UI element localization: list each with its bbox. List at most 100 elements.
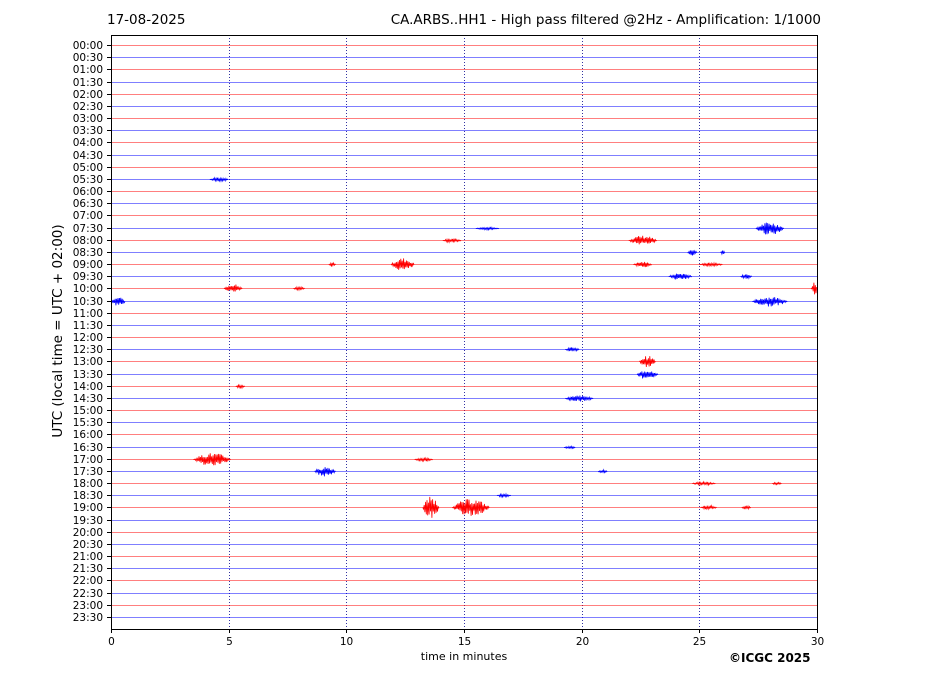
seismic-event-waveform (628, 235, 657, 245)
y-tick-label: 23:30 (73, 612, 103, 624)
y-tick-label: 06:00 (73, 186, 103, 198)
y-tick-label: 21:00 (73, 551, 103, 563)
x-tick-label: 15 (458, 636, 471, 648)
x-axis-ticks: 0 5 10 15 20 25 30 (108, 629, 824, 648)
y-tick-label: 23:00 (73, 600, 103, 612)
y-tick-label: 09:00 (73, 259, 103, 271)
seismic-event-waveform (636, 371, 659, 379)
y-tick-label: 18:00 (73, 478, 103, 490)
trace-rows (111, 45, 817, 618)
y-tick-label: 16:00 (73, 429, 103, 441)
y-tick-label: 04:00 (73, 137, 103, 149)
seismic-event-waveform (293, 285, 305, 292)
seismic-event-waveform (496, 492, 512, 499)
copyright-notice: ©ICGC 2025 (729, 651, 811, 665)
y-tick-label: 02:30 (73, 101, 103, 113)
y-tick-label: 18:30 (73, 490, 103, 502)
seismic-event-waveform (810, 282, 818, 295)
seismic-event-waveform (752, 297, 788, 307)
y-tick-label: 07:00 (73, 210, 103, 222)
x-tick-label: 30 (811, 636, 824, 648)
seismic-event-waveform (475, 226, 500, 232)
y-tick-label: 05:30 (73, 174, 103, 186)
y-tick-label: 06:30 (73, 198, 103, 210)
seismic-event-waveform (422, 496, 440, 518)
y-tick-label: 14:30 (73, 393, 103, 405)
seismic-event-waveform (390, 258, 415, 270)
y-tick-label: 03:30 (73, 125, 103, 137)
seismic-event-waveform (328, 261, 336, 268)
seismic-event-waveform (442, 237, 462, 244)
y-tick-label: 12:00 (73, 332, 103, 344)
seismic-event-waveform (209, 176, 229, 183)
seismic-event-waveform (741, 504, 751, 511)
y-tick-label: 04:30 (73, 150, 103, 162)
x-tick-label: 0 (108, 636, 115, 648)
y-tick-label: 10:00 (73, 283, 103, 295)
y-tick-label: 22:30 (73, 588, 103, 600)
y-tick-label: 01:30 (73, 77, 103, 89)
seismic-event-waveform (755, 222, 785, 235)
x-axis-label: time in minutes (420, 650, 508, 663)
y-tick-label: 11:00 (73, 308, 103, 320)
seismic-event-waveform (687, 249, 698, 256)
y-tick-label: 00:00 (73, 40, 103, 52)
y-tick-label: 10:30 (73, 296, 103, 308)
y-tick-label: 09:30 (73, 271, 103, 283)
seismic-event-waveform (720, 250, 726, 256)
x-tick-label: 20 (576, 636, 589, 648)
seismic-event-waveform (692, 480, 716, 487)
y-tick-label: 16:30 (73, 442, 103, 454)
y-tick-label: 11:30 (73, 320, 103, 332)
seismic-event-waveform (633, 261, 652, 268)
y-tick-label: 08:30 (73, 247, 103, 259)
seismic-event-waveform (414, 456, 433, 463)
seismic-event-waveform (110, 297, 126, 306)
seismic-event-waveform (314, 467, 336, 477)
chart-title: CA.ARBS..HH1 - High pass filtered @2Hz -… (390, 12, 821, 28)
y-tick-label: 13:00 (73, 356, 103, 368)
y-axis-ticks: 00:0000:3001:0001:3002:0002:3003:0003:30… (73, 40, 111, 624)
y-tick-label: 00:30 (73, 52, 103, 64)
seismic-event-waveform (597, 468, 608, 474)
y-tick-label: 07:30 (73, 223, 103, 235)
x-tick-label: 25 (693, 636, 706, 648)
seismic-event-waveform (563, 445, 576, 450)
y-tick-label: 15:30 (73, 417, 103, 429)
x-tick-label: 5 (226, 636, 233, 648)
seismic-event-waveform (668, 273, 692, 280)
seismic-event-waveform (700, 504, 717, 511)
chart-date: 17-08-2025 (107, 12, 186, 28)
y-tick-label: 13:30 (73, 369, 103, 381)
y-tick-label: 08:00 (73, 235, 103, 247)
y-tick-label: 17:00 (73, 454, 103, 466)
seismic-event-waveform (223, 284, 243, 292)
seismic-event-waveform (565, 395, 594, 402)
seismic-events (110, 176, 818, 518)
seismic-event-waveform (772, 481, 782, 486)
vertical-grid (229, 35, 700, 629)
seismic-event-waveform (639, 356, 656, 368)
y-tick-label: 01:00 (73, 64, 103, 76)
y-tick-label: 03:00 (73, 113, 103, 125)
seismic-event-waveform (193, 453, 231, 466)
x-tick-label: 10 (340, 636, 353, 648)
y-tick-label: 20:30 (73, 539, 103, 551)
y-tick-label: 14:00 (73, 381, 103, 393)
seismic-event-waveform (565, 346, 580, 352)
y-tick-label: 05:00 (73, 162, 103, 174)
y-tick-label: 02:00 (73, 89, 103, 101)
seismic-event-waveform (740, 273, 753, 280)
y-tick-label: 17:30 (73, 466, 103, 478)
y-tick-label: 20:00 (73, 527, 103, 539)
y-tick-label: 21:30 (73, 563, 103, 575)
seismic-event-waveform (452, 499, 490, 516)
seismic-event-waveform (235, 383, 246, 390)
seismic-event-waveform (699, 261, 723, 268)
y-tick-label: 19:00 (73, 502, 103, 514)
y-tick-label: 12:30 (73, 344, 103, 356)
y-tick-label: 22:00 (73, 575, 103, 587)
y-tick-label: 19:30 (73, 515, 103, 527)
